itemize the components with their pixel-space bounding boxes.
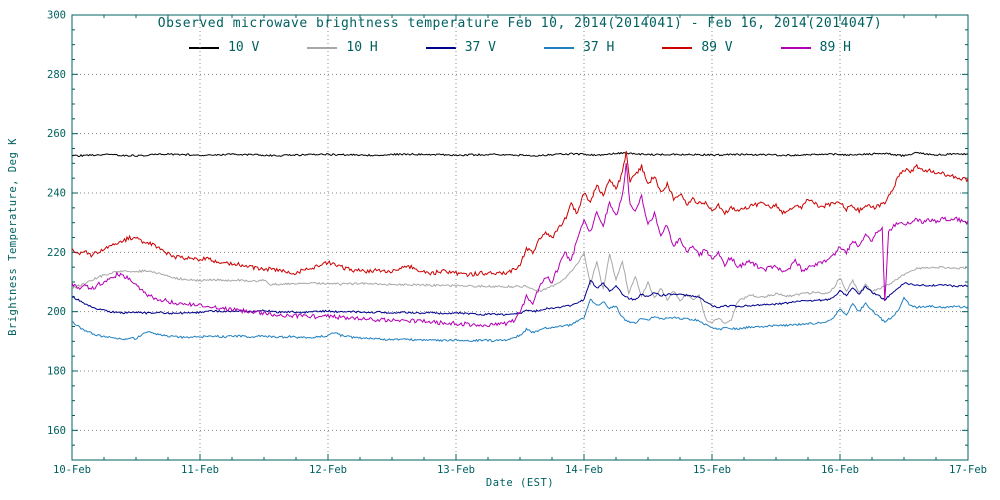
- legend-swatch-89-v: [662, 46, 693, 49]
- legend-swatch-89-h: [780, 46, 811, 49]
- legend-label: 89 V: [701, 40, 733, 55]
- svg-text:16-Feb: 16-Feb: [821, 464, 859, 476]
- legend-entry-10-v: 10 V: [189, 40, 259, 55]
- series-10-v: [71, 151, 968, 158]
- svg-text:260: 260: [47, 128, 66, 140]
- svg-text:240: 240: [47, 188, 66, 200]
- legend-label: 10 H: [346, 40, 378, 55]
- svg-text:13-Feb: 13-Feb: [437, 464, 475, 476]
- legend-entry-37-h: 37 H: [544, 40, 614, 55]
- legend-swatch-37-v: [425, 46, 456, 49]
- gridlines: [72, 15, 968, 460]
- svg-text:11-Feb: 11-Feb: [181, 464, 219, 476]
- series-37-h: [71, 296, 969, 343]
- chart-legend: 10 V 10 H 37 V 37 H 89 V 89 H: [72, 40, 968, 55]
- chart-title: Observed microwave brightness temperatur…: [157, 16, 883, 31]
- legend-label: 37 H: [583, 40, 615, 55]
- series-89-v: [71, 150, 969, 278]
- legend-entry-89-v: 89 V: [662, 40, 733, 55]
- svg-text:10-Feb: 10-Feb: [53, 464, 91, 476]
- legend-entry-37-v: 37 V: [425, 40, 496, 55]
- series-89-h: [71, 163, 969, 328]
- legend-label: 10 V: [228, 40, 260, 55]
- legend-label: 89 H: [819, 40, 851, 55]
- legend-swatch-10-v: [189, 46, 220, 49]
- plot-frame: [71, 14, 969, 461]
- svg-text:300: 300: [47, 10, 66, 22]
- svg-text:15-Feb: 15-Feb: [693, 464, 731, 476]
- svg-text:180: 180: [47, 366, 66, 378]
- y-axis-label: Brightness Temperature, Deg K: [7, 138, 19, 336]
- svg-text:12-Feb: 12-Feb: [309, 464, 347, 476]
- svg-text:160: 160: [47, 425, 66, 437]
- legend-swatch-10-h: [307, 46, 338, 49]
- svg-text:280: 280: [47, 69, 66, 81]
- legend-entry-10-h: 10 H: [307, 40, 378, 55]
- x-axis-label: Date (EST): [485, 477, 555, 489]
- svg-text:220: 220: [47, 247, 66, 259]
- series-10-h: [71, 250, 969, 325]
- series-37-v: [71, 279, 969, 316]
- svg-text:14-Feb: 14-Feb: [565, 464, 603, 476]
- axis-ticks: [72, 15, 968, 460]
- legend-swatch-37-h: [544, 46, 574, 49]
- legend-entry-89-h: 89 H: [780, 40, 851, 55]
- svg-text:200: 200: [47, 306, 66, 318]
- svg-text:17-Feb: 17-Feb: [949, 464, 987, 476]
- legend-label: 37 V: [464, 40, 496, 55]
- tick-labels: 160 180 200 220 240 260 280 300 10-Feb 11-Feb 12-F…: [47, 10, 987, 477]
